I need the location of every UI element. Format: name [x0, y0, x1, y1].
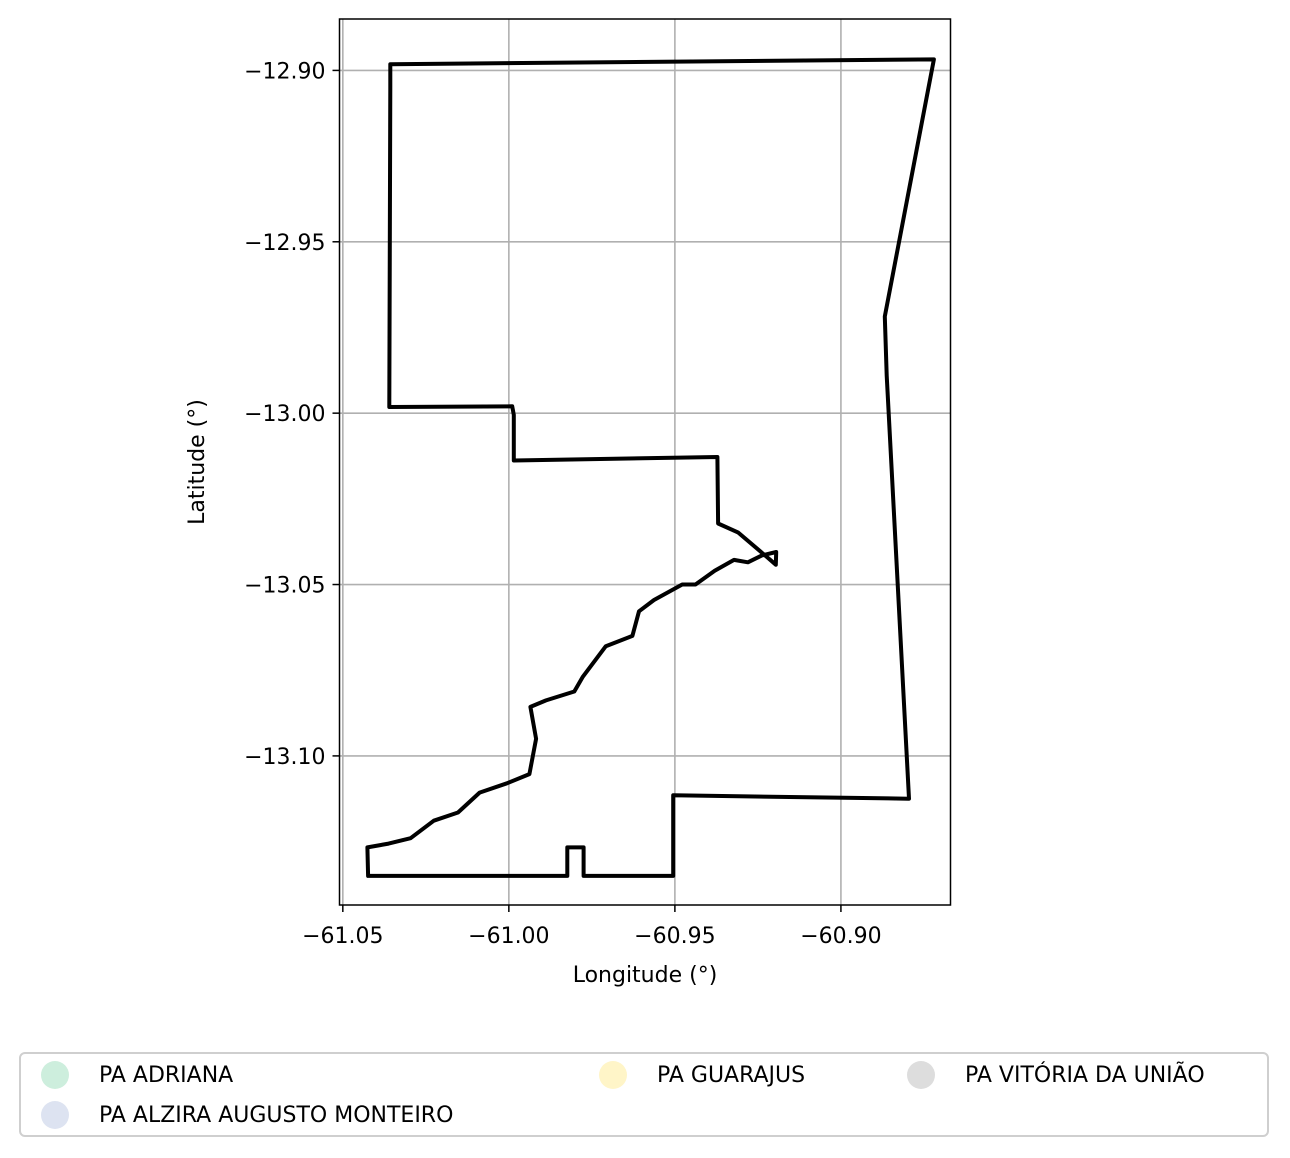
y-tick-label: −12.95 [244, 231, 325, 256]
x-tick-label: −60.90 [800, 924, 881, 949]
legend-item-pa-alzira-augusto-monteiro: PA ALZIRA AUGUSTO MONTEIRO [41, 1100, 453, 1130]
legend-marker-icon [599, 1061, 627, 1089]
map-figure: −61.05 −61.00 −60.95 −60.90 −12.90 −12.95 −13.… [185, 18, 952, 988]
y-tick-label: −13.00 [244, 402, 325, 427]
y-axis-title: Latitude (°) [185, 399, 210, 525]
grid-lines [339, 19, 951, 905]
legend-label: PA ALZIRA AUGUSTO MONTEIRO [99, 1102, 454, 1128]
legend-marker-icon [41, 1061, 69, 1089]
axes-frame [338, 18, 952, 906]
legend-marker-icon [907, 1061, 935, 1089]
legend-label: PA GUARAJUS [657, 1062, 806, 1088]
legend-label: PA VITÓRIA DA UNIÃO [965, 1062, 1205, 1088]
x-tick-label: −61.00 [468, 924, 549, 949]
x-tick-label: −60.95 [634, 924, 715, 949]
legend-item-pa-adriana: PA ADRIANA [41, 1060, 233, 1090]
legend-label: PA ADRIANA [99, 1062, 234, 1088]
y-tick-label: −13.05 [244, 574, 325, 599]
legend: PA ADRIANA PA ALZIRA AUGUSTO MONTEIRO PA… [19, 1052, 1269, 1137]
legend-item-pa-guarajus: PA GUARAJUS [599, 1060, 805, 1090]
axis-ticks: −61.05 −61.00 −60.95 −60.90 −12.90 −12.95 −13.… [244, 59, 882, 949]
x-axis-title: Longitude (°) [573, 963, 718, 988]
x-tick-label: −61.05 [302, 924, 383, 949]
settlement-boundary-line [365, 57, 936, 878]
y-tick-label: −13.10 [244, 745, 325, 770]
y-tick-label: −12.90 [244, 59, 325, 84]
legend-marker-icon [41, 1101, 69, 1129]
legend-item-pa-vitoria-da-uniao: PA VITÓRIA DA UNIÃO [907, 1060, 1205, 1090]
